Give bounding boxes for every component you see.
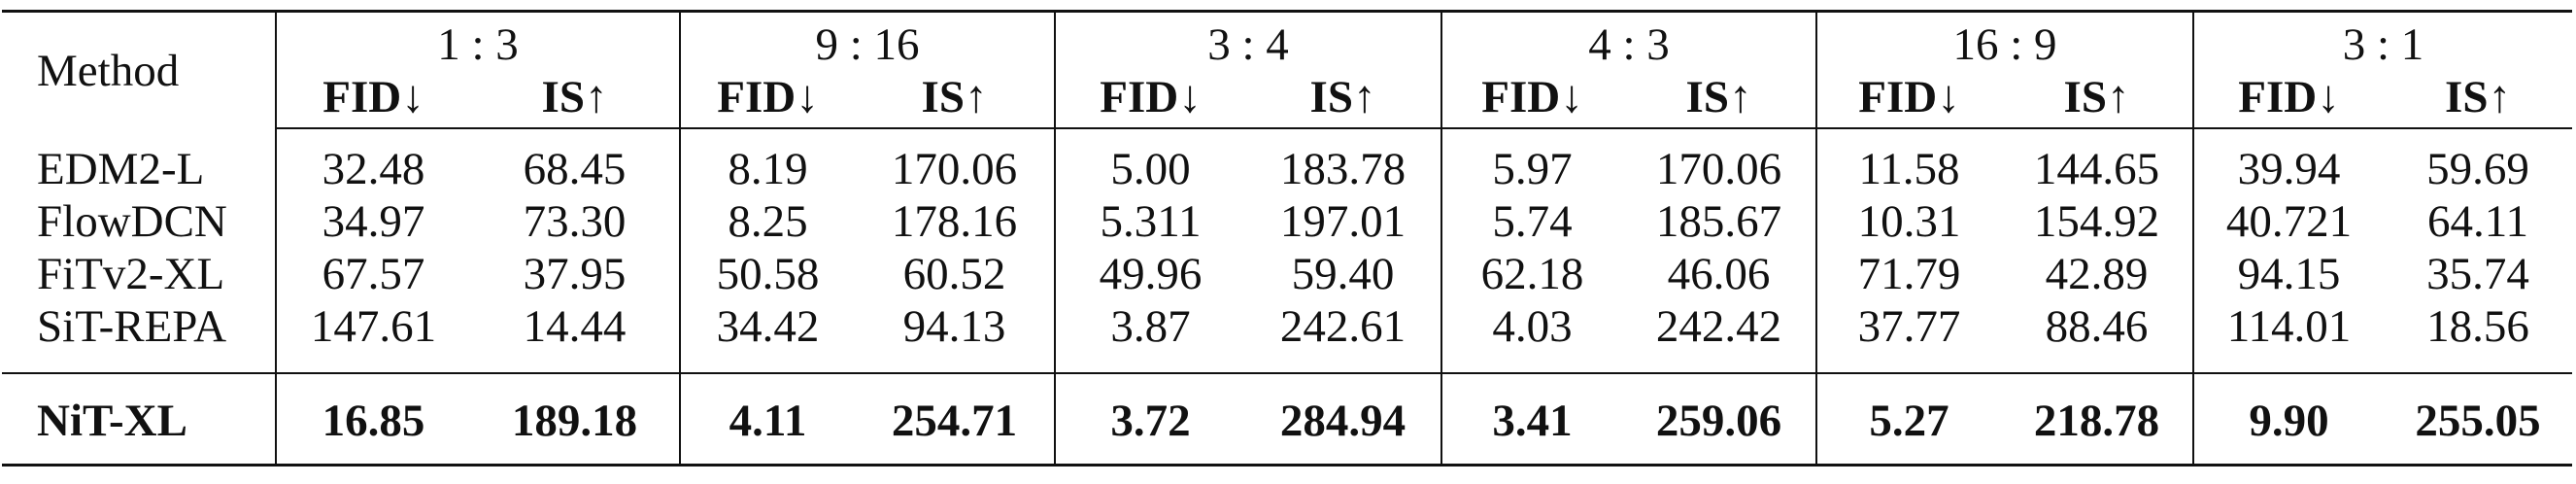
table-cell: 154.92 — [2033, 196, 2160, 247]
fid-header: FID↓ — [1815, 71, 2001, 129]
table-row: SiT-REPA 147.61 14.44 34.42 94.13 3.87 2… — [2, 300, 2572, 353]
table-cell: 259.06 — [1655, 396, 1782, 446]
group-header-3-1: 3 : 1 — [2192, 13, 2572, 71]
table-cell: 35.74 — [2426, 249, 2529, 299]
table-cell: 40.721 — [2192, 195, 2384, 248]
is-header: IS↑ — [2384, 71, 2572, 129]
table-cell: 255.05 — [2415, 396, 2541, 446]
group-header-9-16: 9 : 16 — [679, 13, 1055, 71]
table-cell: 170.06 — [891, 144, 1018, 194]
fid-header: FID↓ — [1054, 71, 1245, 129]
table-cell: 4.11 — [679, 392, 855, 450]
table-row-best: NiT-XL 16.85 189.18 4.11 254.71 3.72 284… — [2, 392, 2572, 450]
table-cell: 49.96 — [1054, 248, 1245, 300]
table-cell: 34.97 — [275, 195, 470, 248]
table-cell: 218.78 — [2033, 396, 2160, 446]
table-cell: 37.95 — [523, 249, 627, 299]
group-header-16-9: 16 : 9 — [1815, 13, 2193, 71]
header-row-ratios: Method 1 : 3 9 : 16 3 : 4 4 : 3 16 : 9 3… — [2, 13, 2572, 96]
is-header: IS↑ — [2001, 71, 2193, 129]
table-cell: 50.58 — [679, 248, 855, 300]
fid-header: FID↓ — [2192, 71, 2384, 129]
bottom-rule — [2, 463, 2572, 467]
table-cell: 197.01 — [1279, 196, 1407, 247]
table-row: FlowDCN 34.97 73.30 8.25 178.16 5.311 19… — [2, 195, 2572, 248]
fid-header: FID↓ — [1441, 71, 1622, 129]
table-cell: 18.56 — [2426, 301, 2529, 352]
group-header-1-3: 1 : 3 — [275, 13, 680, 71]
table-cell: 39.94 — [2192, 143, 2384, 195]
table-cell: 5.311 — [1054, 195, 1245, 248]
table-cell: 242.42 — [1655, 301, 1782, 352]
table-cell: 254.71 — [891, 396, 1018, 446]
table-cell: 170.06 — [1655, 144, 1782, 194]
table-cell: 11.58 — [1815, 143, 2001, 195]
table-cell: 144.65 — [2033, 144, 2160, 194]
method-header: Method — [37, 45, 180, 96]
fid-header: FID↓ — [679, 71, 855, 129]
table-cell: 8.19 — [679, 143, 855, 195]
table-cell: 59.69 — [2426, 144, 2529, 194]
table-cell: 59.40 — [1291, 249, 1395, 299]
table-row: EDM2-L 32.48 68.45 8.19 170.06 5.00 183.… — [2, 143, 2572, 195]
table-cell: 189.18 — [511, 396, 638, 446]
group-header-4-3: 4 : 3 — [1441, 13, 1816, 71]
method-name: NiT-XL — [37, 396, 187, 446]
table-cell: 4.03 — [1441, 300, 1622, 353]
table-cell: 114.01 — [2192, 300, 2384, 353]
table-cell: 62.18 — [1441, 248, 1622, 300]
table-cell: 46.06 — [1667, 249, 1771, 299]
table-cell: 284.94 — [1279, 396, 1407, 446]
table-cell: 185.67 — [1655, 196, 1782, 247]
results-table: Method 1 : 3 9 : 16 3 : 4 4 : 3 16 : 9 3… — [2, 10, 2572, 467]
table-cell: 3.72 — [1054, 392, 1245, 450]
table-cell: 73.30 — [523, 196, 627, 247]
table-cell: 42.89 — [2045, 249, 2149, 299]
table-cell: 60.52 — [902, 249, 1006, 299]
table-cell: 3.41 — [1441, 392, 1622, 450]
is-header: IS↑ — [1245, 71, 1441, 129]
is-header: IS↑ — [1622, 71, 1816, 129]
table-cell: 67.57 — [275, 248, 470, 300]
group-header-3-4: 3 : 4 — [1054, 13, 1441, 71]
method-name: FiTv2-XL — [37, 249, 225, 299]
table-cell: 8.25 — [679, 195, 855, 248]
table-cell: 5.00 — [1054, 143, 1245, 195]
header-row-metrics: FID↓ IS↑ FID↓ IS↑ FID↓ IS↑ FID↓ IS↑ FID↓… — [2, 71, 2572, 129]
table-cell: 183.78 — [1279, 144, 1407, 194]
is-header: IS↑ — [470, 71, 680, 129]
table-cell: 71.79 — [1815, 248, 2001, 300]
method-name: EDM2-L — [37, 144, 205, 194]
table-cell: 64.11 — [2426, 196, 2528, 247]
table-cell: 37.77 — [1815, 300, 2001, 353]
table-cell: 88.46 — [2045, 301, 2149, 352]
table-cell: 68.45 — [523, 144, 627, 194]
fid-header: FID↓ — [275, 71, 470, 129]
table-cell: 94.15 — [2192, 248, 2384, 300]
table-cell: 9.90 — [2192, 392, 2384, 450]
method-name: FlowDCN — [37, 196, 227, 247]
table-cell: 178.16 — [891, 196, 1018, 247]
method-name: SiT-REPA — [37, 301, 227, 352]
table-cell: 242.61 — [1279, 301, 1407, 352]
table-cell: 5.27 — [1815, 392, 2001, 450]
table-cell: 32.48 — [275, 143, 470, 195]
table-cell: 10.31 — [1815, 195, 2001, 248]
table-cell: 16.85 — [275, 392, 470, 450]
top-rule — [2, 10, 2572, 14]
table-cell: 34.42 — [679, 300, 855, 353]
table-cell: 3.87 — [1054, 300, 1245, 353]
table-cell: 5.97 — [1441, 143, 1622, 195]
is-header: IS↑ — [855, 71, 1055, 129]
table-cell: 5.74 — [1441, 195, 1622, 248]
table-row: FiTv2-XL 67.57 37.95 50.58 60.52 49.96 5… — [2, 248, 2572, 300]
table-cell: 14.44 — [523, 301, 627, 352]
table-cell: 94.13 — [902, 301, 1006, 352]
table-cell: 147.61 — [275, 300, 470, 353]
